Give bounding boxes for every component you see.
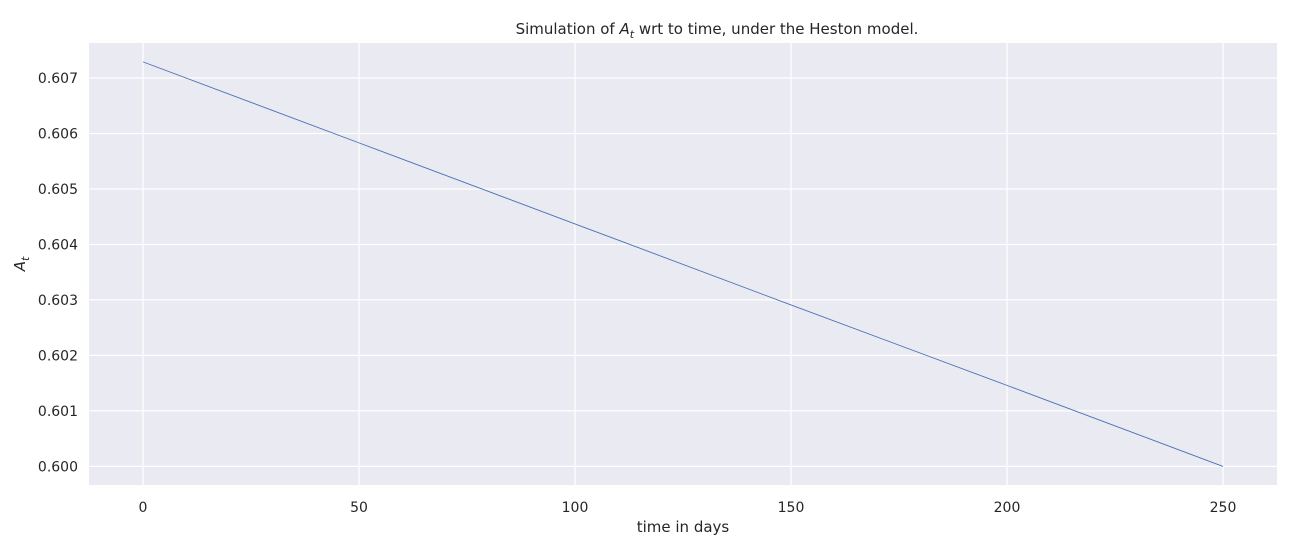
grid-lines [89, 43, 1277, 485]
x-tick-label: 100 [562, 500, 589, 516]
y-tick-label: 0.601 [38, 404, 78, 420]
y-tick-label: 0.600 [38, 459, 78, 475]
x-tick-labels: 0 50 100 150 200 250 [139, 500, 1237, 516]
y-tick-label: 0.602 [38, 348, 78, 364]
x-tick-label: 0 [139, 500, 148, 516]
y-tick-label: 0.606 [38, 126, 78, 142]
x-tick-label: 50 [350, 500, 368, 516]
x-tick-label: 200 [994, 500, 1021, 516]
x-tick-label: 250 [1210, 500, 1237, 516]
chart-title: Simulation of At wrt to time, under the … [516, 20, 919, 41]
y-tick-label: 0.604 [38, 237, 78, 253]
y-axis-label: At [11, 256, 32, 272]
series-line [142, 61, 1224, 467]
y-tick-label: 0.603 [38, 293, 78, 309]
y-tick-labels: 0.600 0.601 0.602 0.603 0.604 0.605 0.606 0.607 [38, 71, 78, 475]
y-tick-label: 0.605 [38, 182, 78, 198]
x-tick-label: 150 [778, 500, 805, 516]
y-tick-label: 0.607 [38, 71, 78, 87]
x-axis-label: time in days [637, 518, 730, 536]
series-layer [142, 61, 1224, 467]
